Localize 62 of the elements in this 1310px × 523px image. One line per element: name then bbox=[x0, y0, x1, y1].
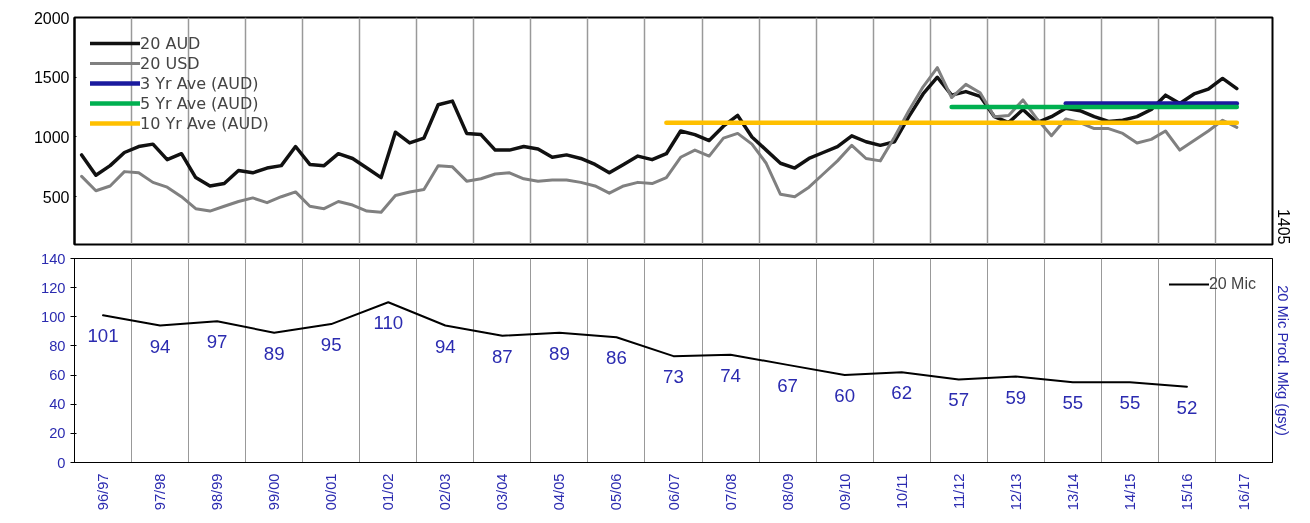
data-label: 110 bbox=[373, 312, 404, 334]
data-label: 86 bbox=[606, 347, 627, 369]
x-tick-label: 05/06 bbox=[608, 473, 625, 511]
y-tick-label: 140 bbox=[41, 250, 66, 267]
x-tick-label: 09/10 bbox=[836, 473, 853, 511]
data-label: 62 bbox=[891, 382, 913, 404]
data-label: 74 bbox=[720, 364, 741, 386]
y-tick-label: 0 bbox=[57, 454, 66, 471]
text: 1405 bbox=[1274, 208, 1292, 245]
y-tick-label: 100 bbox=[41, 308, 66, 325]
x-tick-label: 14/15 bbox=[1121, 473, 1138, 511]
y-tick-label: 60 bbox=[49, 367, 66, 384]
x-tick-label: 15/16 bbox=[1178, 473, 1195, 511]
legend-label: 5 Yr Ave (AUD) bbox=[140, 93, 259, 113]
y-tick-label: 40 bbox=[49, 396, 66, 413]
legend-label: 20 AUD bbox=[140, 33, 201, 53]
line-series bbox=[79, 75, 1239, 188]
x-tick-label: 97/98 bbox=[152, 473, 169, 511]
x-tick-label: 96/97 bbox=[95, 473, 112, 511]
y-tick-label: 80 bbox=[49, 337, 66, 354]
x-tick-label: 98/99 bbox=[209, 473, 226, 511]
x-tick-label: 12/13 bbox=[1007, 473, 1024, 511]
data-label: 94 bbox=[434, 335, 456, 357]
x-tick-label: 02/03 bbox=[437, 473, 454, 511]
x-tick-label: 13/14 bbox=[1064, 473, 1081, 511]
data-label: 101 bbox=[87, 325, 119, 347]
data-label: 94 bbox=[149, 335, 171, 357]
data-label: 55 bbox=[1119, 392, 1141, 414]
y-tick-label: 120 bbox=[41, 279, 66, 296]
x-tick-label: 08/09 bbox=[779, 473, 796, 511]
y-tick-label: 1500 bbox=[33, 69, 70, 87]
legend-label: 20 Mic bbox=[1208, 275, 1256, 293]
data-label: 67 bbox=[777, 374, 798, 396]
data-label: 95 bbox=[320, 334, 342, 356]
y-tick-label: 1000 bbox=[33, 128, 70, 146]
x-tick-label: 01/02 bbox=[380, 473, 397, 511]
x-tick-label: 07/08 bbox=[722, 473, 739, 511]
data-label: 73 bbox=[663, 366, 684, 388]
x-tick-label: 11/12 bbox=[950, 473, 967, 510]
x-tick-label: 04/05 bbox=[551, 473, 568, 511]
data-label: 97 bbox=[206, 331, 228, 353]
y-tick-label: 20 bbox=[49, 425, 66, 442]
legend-label: 20 USD bbox=[140, 53, 200, 73]
data-label: 57 bbox=[948, 389, 970, 411]
legend-label: 3 Yr Ave (AUD) bbox=[140, 73, 259, 93]
x-tick-label: 00/01 bbox=[323, 473, 340, 511]
data-label: 89 bbox=[549, 342, 570, 364]
data-label: 55 bbox=[1062, 392, 1084, 414]
x-tick-label: 10/11 bbox=[893, 473, 910, 510]
x-tick-label: 99/00 bbox=[266, 473, 283, 511]
y-axis-title: 20 Mic Prod. Mkg (gsy) bbox=[1274, 285, 1291, 436]
legend-label: 10 Yr Ave (AUD) bbox=[140, 113, 269, 133]
x-tick-label: 06/07 bbox=[665, 473, 682, 511]
data-label: 59 bbox=[1005, 386, 1027, 408]
data-label: 52 bbox=[1176, 396, 1198, 418]
y-tick-label: 500 bbox=[42, 188, 70, 206]
data-label: 89 bbox=[263, 342, 285, 364]
data-label: 60 bbox=[834, 385, 856, 407]
data-label: 87 bbox=[491, 345, 513, 367]
x-tick-label: 03/04 bbox=[494, 473, 511, 511]
y-tick-label: 2000 bbox=[33, 9, 70, 27]
x-tick-label: 16/17 bbox=[1235, 473, 1252, 511]
